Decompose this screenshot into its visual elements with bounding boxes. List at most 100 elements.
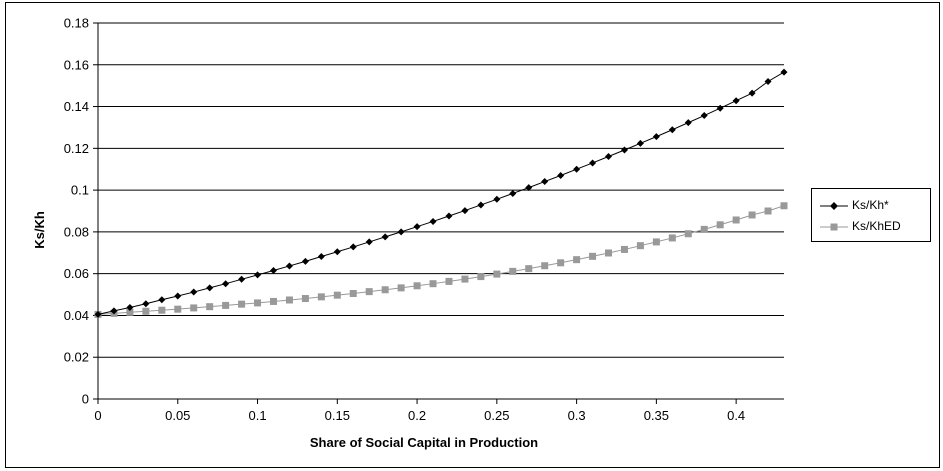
legend-label: Ks/KhED — [852, 219, 901, 233]
data-point — [142, 300, 150, 308]
data-point — [636, 139, 644, 147]
data-point — [365, 288, 373, 296]
data-point — [732, 97, 740, 105]
y-tick-label: 0.02 — [64, 350, 89, 365]
data-point — [493, 270, 501, 278]
y-tick-label: 0.16 — [64, 57, 89, 72]
y-tick-label: 0.04 — [64, 308, 89, 323]
data-point — [445, 212, 453, 220]
data-point — [126, 304, 134, 312]
data-point — [238, 300, 246, 308]
data-point — [413, 282, 421, 290]
data-point — [684, 230, 692, 238]
data-point — [605, 249, 613, 257]
data-point — [589, 159, 597, 167]
y-tick-label: 0.18 — [64, 16, 89, 31]
x-tick-label: 0.2 — [408, 408, 426, 423]
data-point — [285, 262, 293, 270]
axes — [93, 22, 784, 404]
data-point — [254, 299, 262, 307]
data-point — [381, 286, 389, 294]
data-point — [764, 207, 772, 215]
data-point — [525, 184, 533, 192]
data-point — [269, 297, 277, 305]
data-point — [652, 133, 660, 141]
data-point — [349, 290, 357, 298]
y-tick-label: 0 — [82, 392, 89, 407]
x-tick-label: 0.25 — [484, 408, 509, 423]
data-point — [174, 292, 182, 300]
chart-frame — [5, 2, 940, 468]
data-point — [397, 284, 405, 292]
data-point — [573, 165, 581, 173]
data-point — [557, 171, 565, 179]
data-point — [477, 201, 485, 209]
data-point — [301, 295, 309, 303]
data-point — [684, 119, 692, 127]
data-point — [333, 291, 341, 299]
x-tick-label: 0.3 — [568, 408, 586, 423]
y-tick-label: 0.14 — [64, 99, 89, 114]
data-point — [620, 146, 628, 154]
data-point — [461, 207, 469, 215]
data-point — [94, 310, 102, 318]
x-tick-label: 0.05 — [165, 408, 190, 423]
legend: Ks/Kh* Ks/KhED — [811, 188, 931, 242]
data-point — [668, 234, 676, 242]
x-tick-label: 0.1 — [248, 408, 266, 423]
legend-item-ks-khed: Ks/KhED — [818, 218, 930, 236]
data-point — [589, 252, 597, 260]
data-point — [700, 112, 708, 120]
data-point — [254, 271, 262, 279]
data-point — [206, 284, 214, 292]
data-point — [126, 308, 134, 316]
diamond-marker-icon — [820, 202, 848, 210]
data-point — [764, 77, 772, 85]
data-point — [158, 306, 166, 314]
series-ks-khed — [94, 202, 788, 318]
legend-item-ks-kh-star: Ks/Kh* — [818, 197, 930, 215]
legend-label: Ks/Kh* — [852, 198, 889, 212]
data-point — [509, 189, 517, 197]
data-point — [541, 262, 549, 270]
data-point — [413, 223, 421, 231]
data-point — [493, 195, 501, 203]
gridlines — [98, 22, 784, 358]
data-point — [365, 238, 373, 246]
data-point — [269, 267, 277, 275]
data-point — [620, 245, 628, 253]
series-layer — [94, 68, 788, 318]
series-ks-kh — [94, 68, 788, 318]
data-point — [461, 275, 469, 283]
data-point — [748, 89, 756, 97]
data-point — [142, 307, 150, 315]
data-point — [525, 265, 533, 273]
data-point — [541, 178, 549, 186]
x-axis-label: Share of Social Capital in Production — [310, 435, 538, 450]
data-point — [636, 242, 644, 250]
data-point — [238, 275, 246, 283]
data-point — [732, 216, 740, 224]
y-tick-label: 0.08 — [64, 224, 89, 239]
data-point — [110, 307, 118, 315]
data-point — [285, 296, 293, 304]
data-point — [652, 238, 660, 246]
data-point — [477, 273, 485, 281]
data-point — [716, 104, 724, 112]
data-point — [190, 304, 198, 312]
data-point — [780, 202, 788, 210]
data-point — [700, 225, 708, 233]
x-tick-label: 0 — [94, 408, 101, 423]
x-tick-label: 0.4 — [727, 408, 745, 423]
data-point — [557, 259, 565, 267]
data-point — [397, 228, 405, 236]
data-point — [605, 152, 613, 160]
data-point — [381, 233, 389, 241]
y-tick-label: 0.06 — [64, 266, 89, 281]
data-point — [748, 211, 756, 219]
x-tick-label: 0.35 — [644, 408, 669, 423]
y-tick-labels: 0 0.02 0.04 0.06 0.08 0.1 0.12 0.14 0.16 0.18 — [64, 16, 89, 407]
data-point — [206, 303, 214, 311]
data-point — [301, 257, 309, 265]
